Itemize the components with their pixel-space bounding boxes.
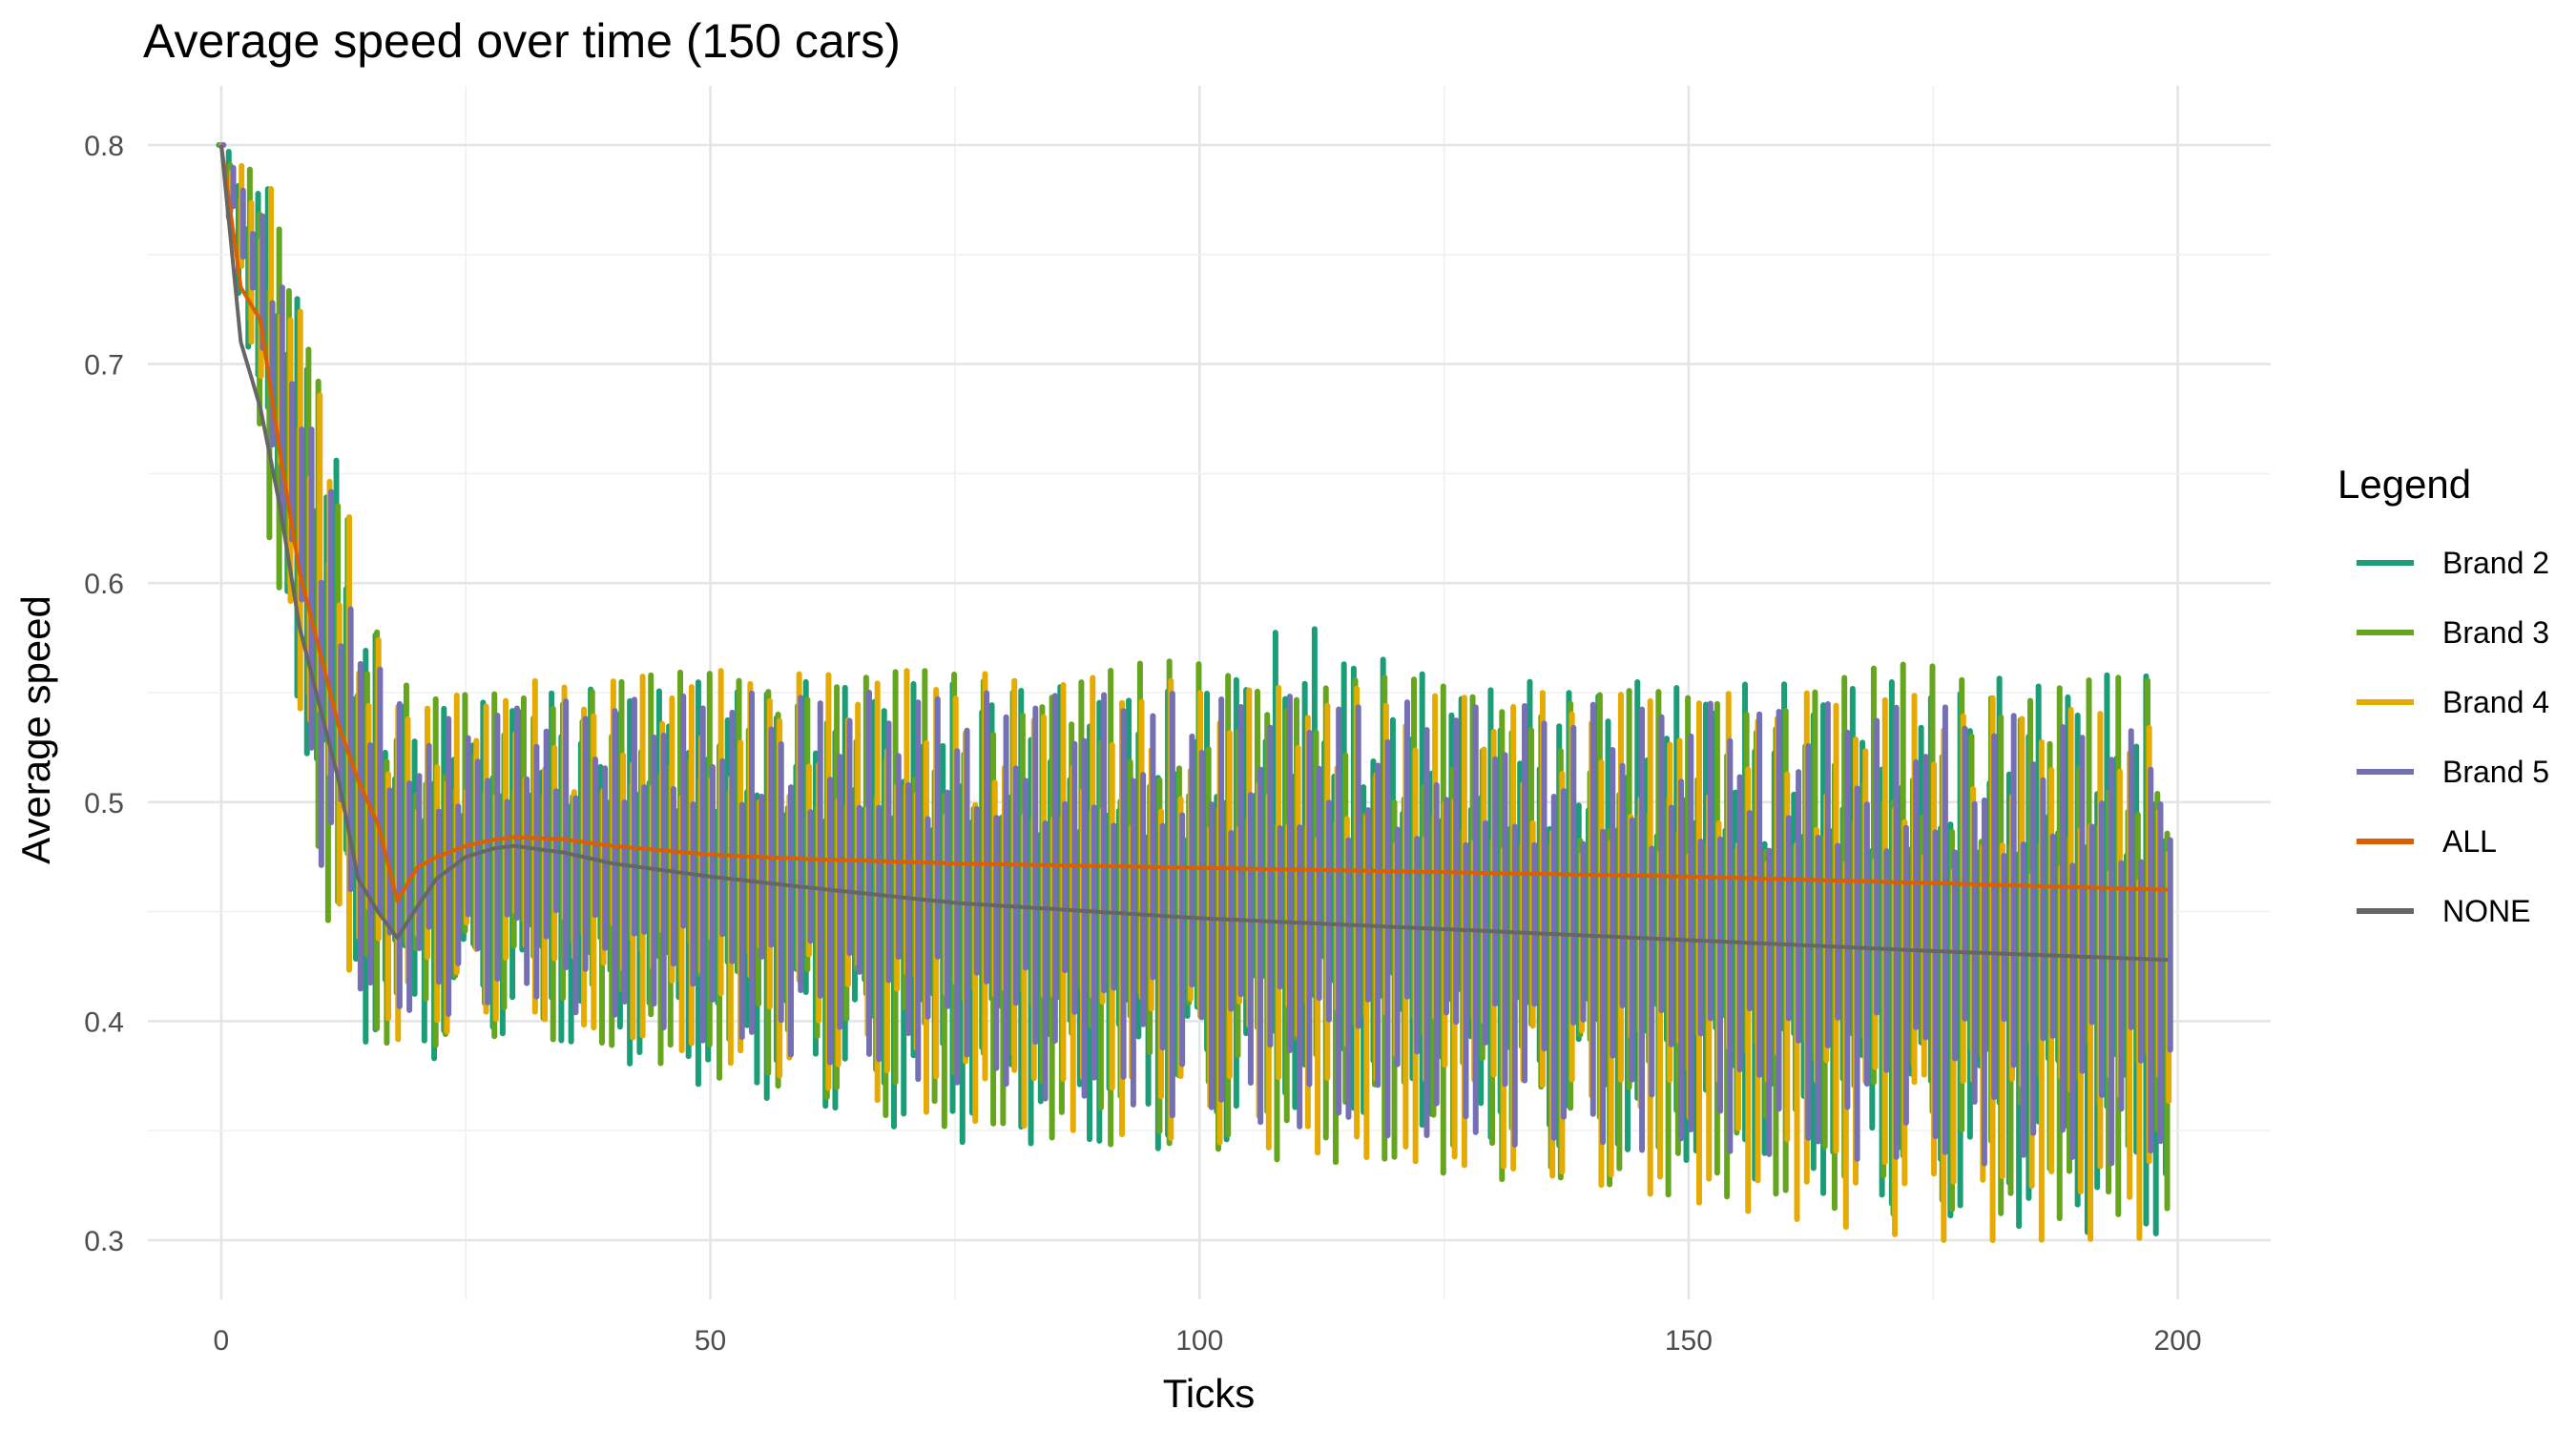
y-tick-label: 0.3 [84,1226,124,1257]
series-none-line [218,144,2169,963]
y-axis-ticks: 0.3 0.4 0.5 0.6 0.7 0.8 [84,131,124,1257]
y-tick-label: 0.7 [84,350,124,382]
y-tick-label: 0.4 [84,1006,124,1038]
legend-title: Legend [2337,462,2471,507]
legend-items: Brand 2 Brand 3 Brand 4 Brand 5 ALL NONE [2357,546,2549,928]
legend-label: Brand 3 [2442,615,2549,650]
legend-label: ALL [2442,824,2497,859]
x-axis-ticks: 0 50 100 150 200 [214,1325,2202,1357]
y-tick-label: 0.5 [84,788,124,819]
y-tick-label: 0.8 [84,131,124,162]
x-tick-label: 100 [1175,1325,1223,1357]
legend: Legend Brand 2 Brand 3 Brand 4 Brand 5 ALL NO… [2337,462,2549,928]
series-brand-5 [220,141,2173,1167]
legend-label: Brand 4 [2442,685,2549,719]
x-tick-label: 150 [1665,1325,1713,1357]
series-all-line [218,144,2169,903]
summary-series-lines [218,144,2169,963]
x-tick-label: 0 [214,1325,230,1357]
legend-label: NONE [2442,894,2530,928]
x-axis-label: Ticks [1163,1371,1255,1416]
legend-label: Brand 2 [2442,546,2549,580]
chart-title: Average speed over time (150 cars) [143,14,901,68]
x-tick-label: 50 [695,1325,726,1357]
brand-series-segments [216,141,2173,1243]
y-tick-label: 0.6 [84,569,124,600]
x-tick-label: 200 [2154,1325,2202,1357]
legend-label: Brand 5 [2442,755,2549,789]
y-axis-label: Average speed [13,595,58,864]
